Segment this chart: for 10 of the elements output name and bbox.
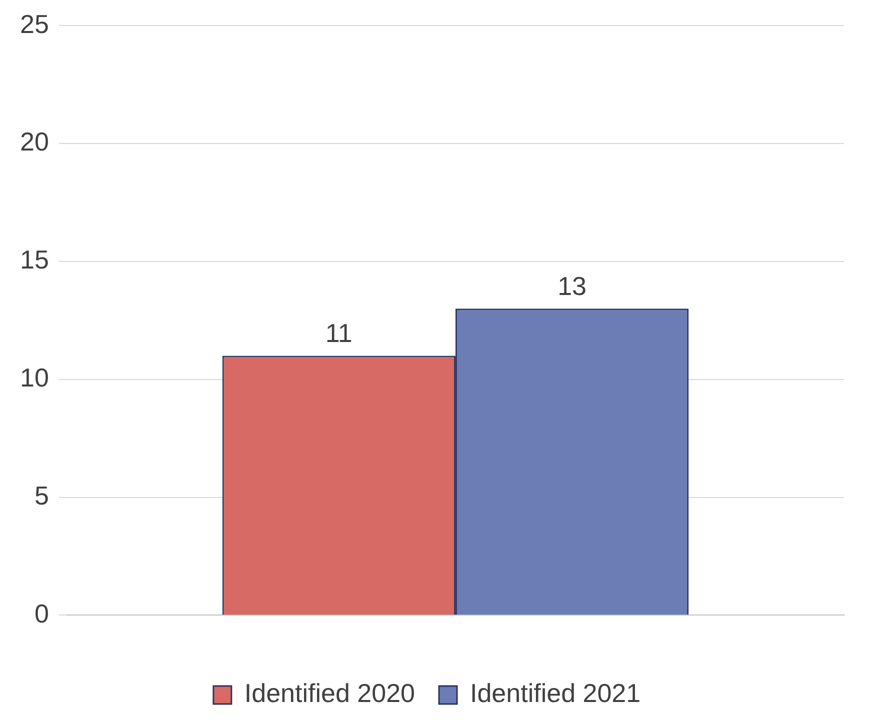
data-label: 11 — [325, 318, 352, 348]
y-tick-label: 15 — [20, 244, 49, 275]
y-tick-label: 5 — [34, 480, 49, 510]
y-tick-label: 25 — [20, 8, 49, 39]
y-tick-label: 10 — [20, 362, 49, 393]
legend-label: Identified 2020 — [244, 678, 416, 708]
y-tick-label: 0 — [34, 598, 49, 628]
legend-label: Identified 2021 — [470, 678, 641, 708]
y-tick-label: 20 — [20, 126, 49, 157]
data-label: 13 — [558, 270, 586, 301]
